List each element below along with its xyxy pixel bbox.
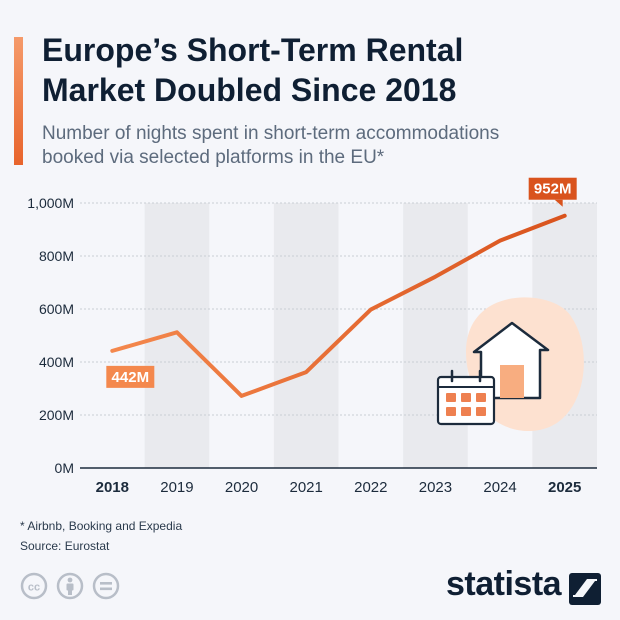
title-line-2: Market Doubled Since 2018 — [42, 72, 457, 108]
data-label-box — [106, 365, 155, 388]
svg-text:cc: cc — [28, 582, 40, 594]
data-label: 442M — [112, 369, 150, 386]
x-tick-label: 2019 — [160, 479, 193, 496]
x-tick-label: 2018 — [96, 479, 129, 496]
y-tick-label: 800M — [39, 248, 74, 264]
chart-band — [144, 203, 210, 468]
subtitle-line-2: booked via selected platforms in the EU* — [42, 147, 385, 168]
statista-logo-icon — [569, 573, 601, 605]
house-door — [500, 365, 524, 398]
footnote-source: Source: Eurostat — [20, 539, 110, 553]
x-tick-label: 2022 — [354, 479, 387, 496]
chart-band — [403, 203, 468, 468]
data-label-pointer — [554, 199, 563, 207]
x-tick-label: 2023 — [419, 479, 452, 496]
page-title: Europe’s Short-Term Rental Market Double… — [42, 30, 602, 110]
statista-logo-text[interactable]: statista — [446, 565, 562, 603]
x-axis-ticks: 2018 2019 2020 2021 2022 2023 2024 2025 — [96, 479, 582, 496]
y-tick-label: 600M — [39, 301, 74, 317]
chart-band — [273, 203, 339, 468]
x-tick-label: 2025 — [548, 479, 581, 496]
data-label-box — [528, 177, 577, 200]
y-tick-label: 1,000M — [27, 195, 74, 211]
y-axis-ticks: 0M 200M 400M 600M 800M 1,000M — [27, 195, 74, 476]
title-line-1: Europe’s Short-Term Rental — [42, 32, 464, 68]
data-label: 952M — [534, 181, 572, 198]
no-derivatives-icon[interactable] — [92, 572, 120, 600]
footnote-note: * Airbnb, Booking and Expedia — [20, 519, 183, 533]
x-tick-label: 2020 — [225, 479, 258, 496]
chart-gridlines — [80, 202, 597, 469]
calendar-icon — [436, 369, 496, 426]
y-tick-label: 0M — [55, 460, 74, 476]
chart-bands — [144, 203, 597, 468]
house-calendar-illustration — [436, 297, 584, 432]
page-subtitle: Number of nights spent in short-term acc… — [42, 122, 602, 170]
creative-commons-icon[interactable]: cc — [20, 572, 48, 600]
subtitle-line-1: Number of nights spent in short-term acc… — [42, 123, 500, 144]
attribution-icon[interactable] — [56, 572, 84, 600]
license-icons: cc — [20, 572, 120, 600]
x-tick-label: 2021 — [290, 479, 323, 496]
y-tick-label: 200M — [39, 407, 74, 423]
chart-series — [110, 213, 567, 398]
x-tick-label: 2024 — [483, 479, 516, 496]
data-labels: 442M 952M — [106, 177, 577, 388]
title-accent-bar — [14, 37, 23, 165]
footnote: * Airbnb, Booking and Expedia Source: Eu… — [20, 516, 182, 556]
y-tick-label: 400M — [39, 354, 74, 370]
series-line — [110, 213, 567, 398]
